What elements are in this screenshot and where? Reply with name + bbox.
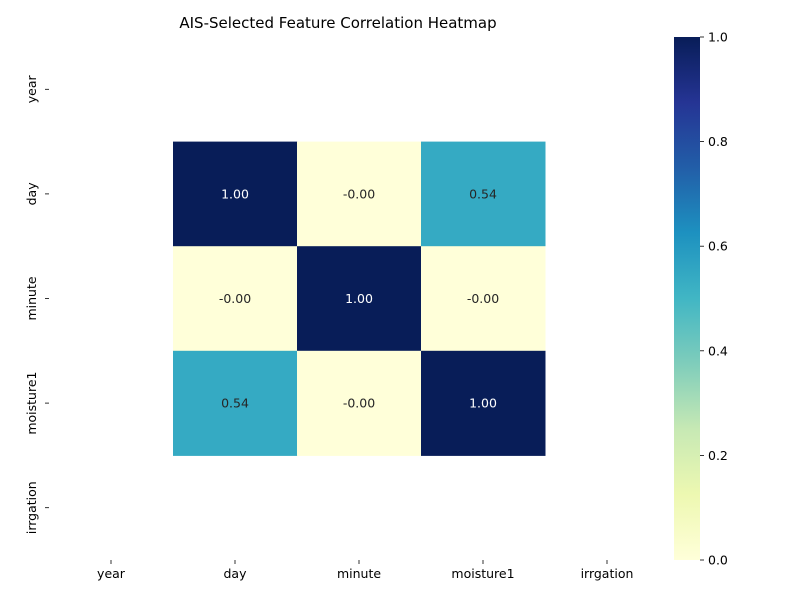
y-tick-label: minute (24, 276, 39, 320)
x-tick-label: irrgation (581, 566, 634, 581)
cell-label-day-minute: -0.00 (343, 186, 375, 201)
chart-title: AIS-Selected Feature Correlation Heatmap (179, 14, 496, 32)
heatmap-cells (173, 141, 546, 456)
heatmap-cell-minute-day (173, 246, 298, 352)
x-tick-label: moisture1 (451, 566, 514, 581)
x-tick-label: year (97, 566, 126, 581)
cell-label-day-moisture1: 0.54 (469, 186, 497, 201)
heatmap-cell-moisture1-minute (297, 350, 422, 456)
cell-label-minute-minute: 1.00 (345, 291, 373, 306)
heatmap-cell-day-day (173, 141, 298, 247)
cell-label-moisture1-day: 0.54 (221, 396, 249, 411)
cell-label-day-day: 1.00 (221, 186, 249, 201)
cell-label-moisture1-moisture1: 1.00 (469, 396, 497, 411)
y-tick-label: irrgation (24, 481, 39, 534)
colorbar: 0.0 0.2 0.4 0.6 0.8 1.0 (674, 30, 728, 568)
cell-label-moisture1-minute: -0.00 (343, 396, 375, 411)
colorbar-tick-label: 0.2 (708, 448, 728, 463)
x-tick-label: minute (337, 566, 381, 581)
colorbar-tick-label: 0.4 (708, 343, 728, 358)
colorbar-tick-label: 0.0 (708, 553, 728, 568)
heatmap-cell-day-moisture1 (421, 141, 546, 247)
heatmap-cell-minute-moisture1 (421, 246, 546, 352)
y-tick-label: moisture1 (24, 372, 39, 435)
y-axis: year day minute moisture1 irrgation (24, 74, 49, 534)
y-tick-label: day (24, 182, 39, 206)
colorbar-tick-label: 0.6 (708, 239, 728, 254)
colorbar-gradient (674, 37, 700, 560)
x-axis: year day minute moisture1 irrgation (97, 560, 633, 581)
heatmap-cell-moisture1-day (173, 350, 298, 456)
cell-label-minute-day: -0.00 (219, 291, 251, 306)
heatmap-cell-minute-minute (297, 246, 422, 352)
x-tick-label: day (224, 566, 248, 581)
y-tick-label: year (24, 74, 39, 103)
colorbar-tick-label: 0.8 (708, 134, 728, 149)
cell-label-minute-moisture1: -0.00 (467, 291, 499, 306)
heatmap-cell-moisture1-moisture1 (421, 350, 546, 456)
colorbar-ticks: 0.0 0.2 0.4 0.6 0.8 1.0 (700, 30, 728, 568)
colorbar-tick-label: 1.0 (708, 30, 728, 45)
heatmap-cell-labels: 1.00 -0.00 0.54 -0.00 1.00 -0.00 0.54 -0.00 1.00 (219, 186, 499, 410)
heatmap-cell-day-minute (297, 141, 422, 247)
